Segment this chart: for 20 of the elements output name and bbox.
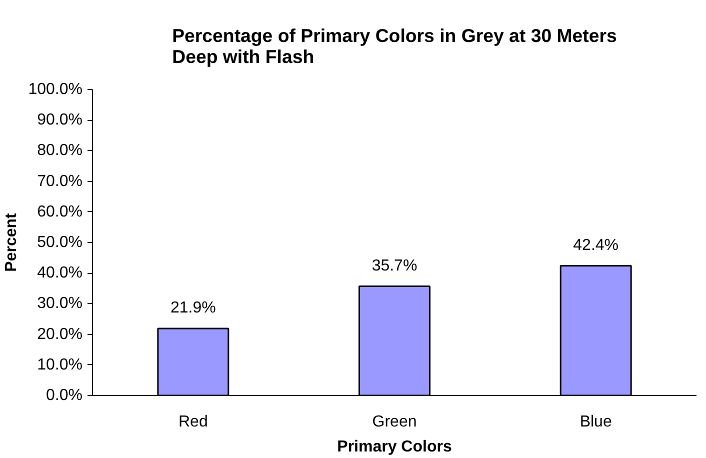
x-tick-label: Red (178, 414, 208, 430)
data-label: 42.4% (573, 236, 619, 254)
y-tick-label: 20.0% (37, 326, 83, 343)
y-tick-label: 60.0% (37, 203, 83, 220)
x-tick-label: Blue (580, 414, 612, 430)
x-axis-title: Primary Colors (337, 438, 452, 456)
y-tick-label: 30.0% (37, 295, 83, 312)
y-tick-label: 70.0% (37, 172, 83, 190)
y-tick-label: 40.0% (37, 264, 83, 282)
y-axis-title: Percent (3, 212, 20, 272)
data-label: 21.9% (170, 299, 216, 316)
y-tick-label: 50.0% (37, 234, 83, 251)
y-tick-label: 100.0% (28, 81, 82, 98)
x-tick-label: Green (372, 414, 417, 430)
data-label: 35.7% (372, 257, 418, 274)
y-tick-label: 10.0% (37, 356, 83, 374)
y-tick-label: 90.0% (37, 112, 83, 129)
y-tick-label: 0.0% (46, 387, 82, 404)
chart-title: Percentage of Primary Colors in Grey at 30 Meters Deep with Flash (172, 25, 617, 67)
y-tick-label: 80.0% (37, 142, 83, 160)
